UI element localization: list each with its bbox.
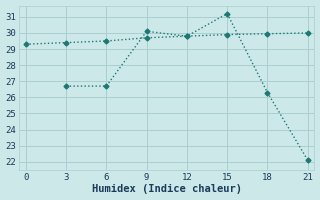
X-axis label: Humidex (Indice chaleur): Humidex (Indice chaleur): [92, 184, 242, 194]
